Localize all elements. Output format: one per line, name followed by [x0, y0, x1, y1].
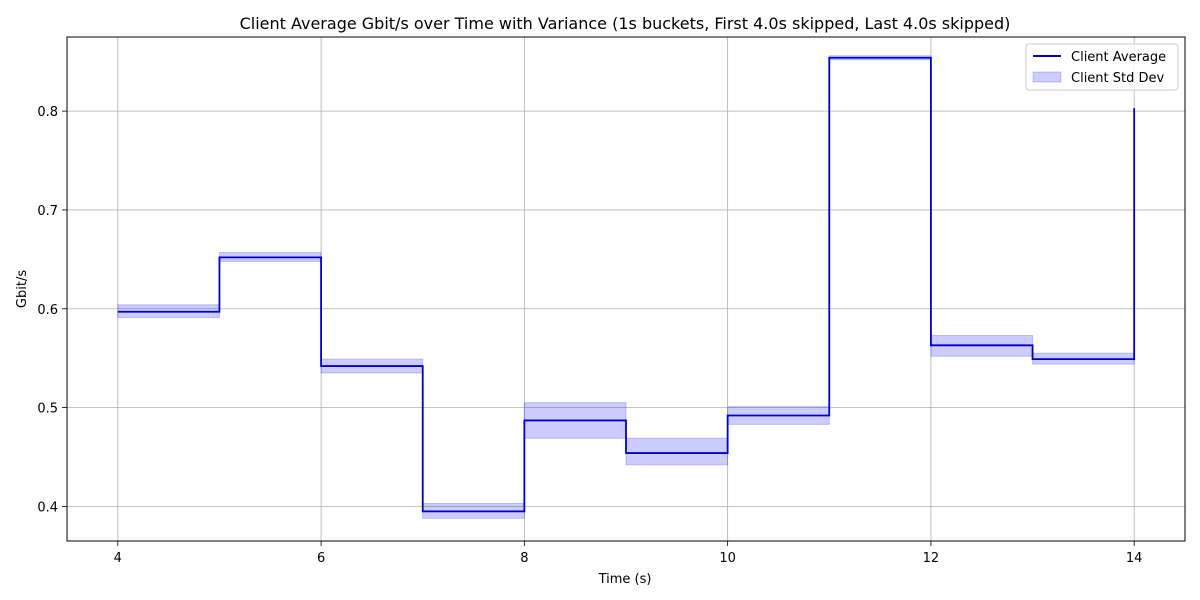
chart-title: Client Average Gbit/s over Time with Var…	[240, 14, 1011, 33]
x-tick-label: 6	[317, 551, 325, 566]
x-tick-label: 8	[520, 551, 528, 566]
y-axis-label: Gbit/s	[15, 270, 30, 308]
average-line	[117, 56, 1136, 513]
legend: Client Average Client Std Dev	[1025, 43, 1179, 91]
x-tick-label: 4	[114, 551, 122, 566]
x-tick-label: 14	[1126, 551, 1143, 566]
legend-box	[1025, 43, 1179, 91]
y-tick-label: 0.7	[37, 204, 58, 219]
plot-frame	[66, 36, 1186, 542]
y-tick-label: 0.5	[37, 402, 58, 417]
legend-label-average: Client Average	[1071, 50, 1166, 65]
y-tick-label: 0.6	[37, 303, 58, 318]
series-group	[117, 56, 1136, 513]
y-tick-label: 0.8	[37, 105, 58, 120]
y-tick-label: 0.4	[37, 500, 58, 515]
x-tick-label: 12	[923, 551, 940, 566]
y-ticks: 0.4 0.5 0.6 0.7 0.8	[37, 105, 67, 515]
x-tick-label: 10	[719, 551, 736, 566]
legend-label-stddev: Client Std Dev	[1071, 71, 1165, 86]
x-ticks: 4 6 8 10 12 14	[114, 541, 1143, 566]
legend-band-swatch	[1032, 71, 1062, 83]
x-axis-label: Time (s)	[598, 572, 652, 587]
